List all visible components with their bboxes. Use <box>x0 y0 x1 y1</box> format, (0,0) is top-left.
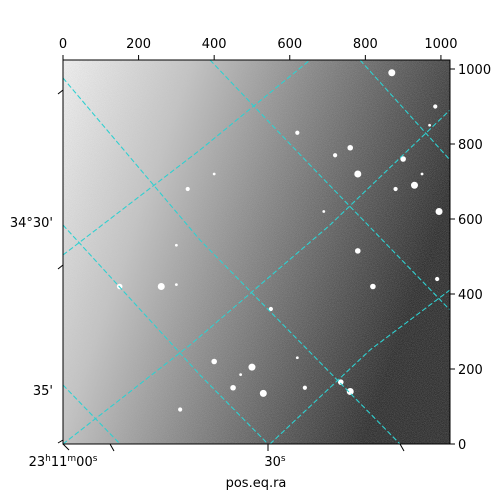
star-5 <box>174 243 178 247</box>
star-15 <box>370 283 376 290</box>
right-pixel-axis: 0 200 400 600 800 1000 <box>450 63 491 453</box>
sky-noise <box>63 60 450 444</box>
star-11 <box>400 156 406 162</box>
bottom-tick-4 <box>399 443 405 452</box>
top-tick-label-0: 0 <box>59 37 67 52</box>
star-21 <box>239 373 243 377</box>
star-33 <box>451 174 454 177</box>
star-17 <box>322 210 326 213</box>
stars-layer <box>116 69 454 412</box>
right-tick-label-800: 800 <box>458 138 483 153</box>
star-2 <box>185 186 190 192</box>
top-tick-label-1000: 1000 <box>424 37 457 52</box>
star-19 <box>230 384 236 391</box>
star-12 <box>410 181 418 189</box>
bottom-tick-2 <box>109 443 115 452</box>
top-tick-label-800: 800 <box>353 37 378 52</box>
star-34 <box>435 276 440 282</box>
left-tick-2 <box>57 264 64 270</box>
star-6 <box>295 130 300 135</box>
right-tick-label-200: 200 <box>458 363 483 378</box>
star-8 <box>388 69 396 77</box>
star-29 <box>174 283 178 287</box>
right-tick-label-1000: 1000 <box>458 63 491 78</box>
star-7 <box>347 144 354 151</box>
ra-grid-line-5 <box>63 224 269 444</box>
coordinate-grid <box>63 60 450 444</box>
star-30 <box>333 153 338 158</box>
star-1 <box>212 172 216 176</box>
star-26 <box>178 407 183 412</box>
star-10 <box>433 104 438 109</box>
ra-grid-line-1 <box>63 77 401 444</box>
left-tick-3 <box>57 439 64 444</box>
image-panel <box>63 60 454 444</box>
dec-grid-line-2 <box>63 109 450 444</box>
star-4 <box>157 283 165 290</box>
dec-tick-label-1: 34°30' <box>10 216 53 231</box>
top-tick-label-200: 200 <box>126 37 151 52</box>
star-13 <box>420 172 424 176</box>
plot-frame <box>62 59 451 445</box>
star-28 <box>259 389 267 397</box>
top-tick-label-400: 400 <box>202 37 227 52</box>
star-22 <box>302 385 307 390</box>
right-tick-label-400: 400 <box>458 288 483 303</box>
star-18 <box>268 306 273 312</box>
left-wcs-axis: 34°30' 35' <box>10 89 64 444</box>
star-9 <box>428 123 431 127</box>
star-16 <box>435 208 443 215</box>
right-tick-label-600: 600 <box>458 213 483 228</box>
ra-grid-line-4 <box>63 384 121 444</box>
star-32 <box>354 170 362 178</box>
right-tick-label-0: 0 <box>458 438 466 453</box>
star-24 <box>346 388 354 395</box>
star-20 <box>248 363 256 371</box>
x-axis-label: pos.eq.ra <box>226 476 287 491</box>
dec-tick-label-2: 35' <box>33 384 53 399</box>
ra-tick-label-2: 30s <box>264 454 286 470</box>
star-31 <box>354 248 361 254</box>
ra-tick-label-1: 23h11m00s <box>29 454 98 470</box>
top-pixel-axis: 0 200 400 600 800 1000 <box>59 37 457 60</box>
dec-grid-line-3 <box>269 289 450 444</box>
star-25 <box>295 356 299 360</box>
star-23 <box>337 379 344 385</box>
bottom-wcs-axis: 23h11m00s 30s pos.eq.ra <box>29 443 405 491</box>
left-tick-1 <box>57 89 64 95</box>
top-tick-label-600: 600 <box>277 37 302 52</box>
star-27 <box>211 358 217 365</box>
dec-grid-line-1 <box>63 60 311 256</box>
bottom-tick-1 <box>62 443 70 451</box>
ra-grid-line-2 <box>209 60 450 311</box>
star-14 <box>393 186 398 192</box>
